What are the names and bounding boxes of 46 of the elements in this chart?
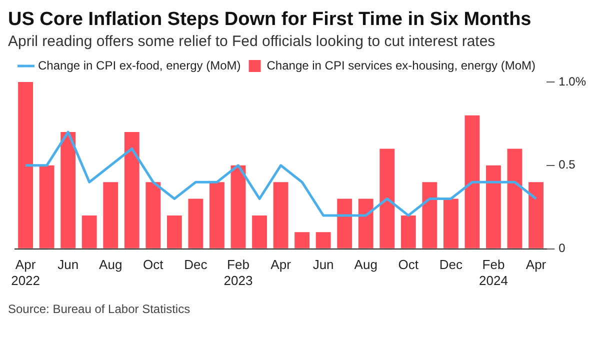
x-tick-label: Dec (439, 257, 463, 272)
legend-label: Change in CPI services ex-housing, energy (MoM) (266, 58, 536, 72)
bar (210, 182, 224, 248)
bar (188, 198, 204, 248)
x-tick-label: Apr (270, 257, 292, 272)
bar (60, 132, 76, 248)
x-tick-label: Apr (526, 257, 547, 272)
bar (337, 198, 352, 248)
chart-subtitle: April reading offers some relief to Fed officials looking to cut interest rates (8, 32, 496, 52)
legend-label: Change in CPI ex-food, energy (MoM) (38, 58, 241, 72)
y-tick-label: 1.0% (558, 74, 586, 88)
x-tick-label: Dec (184, 257, 208, 272)
x-tick-label: Apr 2022 (11, 257, 40, 288)
bar (230, 165, 246, 248)
bar (507, 148, 522, 248)
bar (422, 182, 438, 248)
x-tick-label: Aug (354, 257, 378, 272)
bar (166, 215, 182, 248)
bar (82, 215, 97, 248)
bar (252, 215, 267, 248)
x-tick-label: Oct (398, 257, 419, 272)
bar (18, 82, 34, 248)
bar (443, 198, 458, 248)
x-tick-label: Oct (143, 257, 164, 272)
source-note: Source: Bureau of Labor Statistics (8, 302, 192, 316)
bar (294, 232, 310, 248)
x-tick-label: Feb 2024 (479, 257, 508, 288)
y-tick-label: 0.5 (558, 158, 576, 172)
bar (124, 132, 140, 248)
x-tick-label: Aug (99, 257, 122, 272)
x-tick-label: Feb 2023 (224, 257, 253, 288)
bar (400, 215, 416, 248)
y-tick-label: 0 (558, 241, 566, 256)
bar (316, 232, 331, 248)
bar (358, 198, 374, 248)
bar (146, 182, 161, 248)
bar (273, 182, 288, 248)
bar (486, 165, 501, 248)
x-tick-label: Jun (58, 257, 79, 272)
x-tick-label: Jun (312, 257, 334, 272)
chart-title: US Core Inflation Steps Down for First Time in Six Months (8, 8, 532, 32)
bar (528, 182, 544, 248)
bar (464, 115, 480, 248)
bar (380, 148, 395, 248)
bar (103, 182, 118, 248)
bar (39, 165, 54, 248)
